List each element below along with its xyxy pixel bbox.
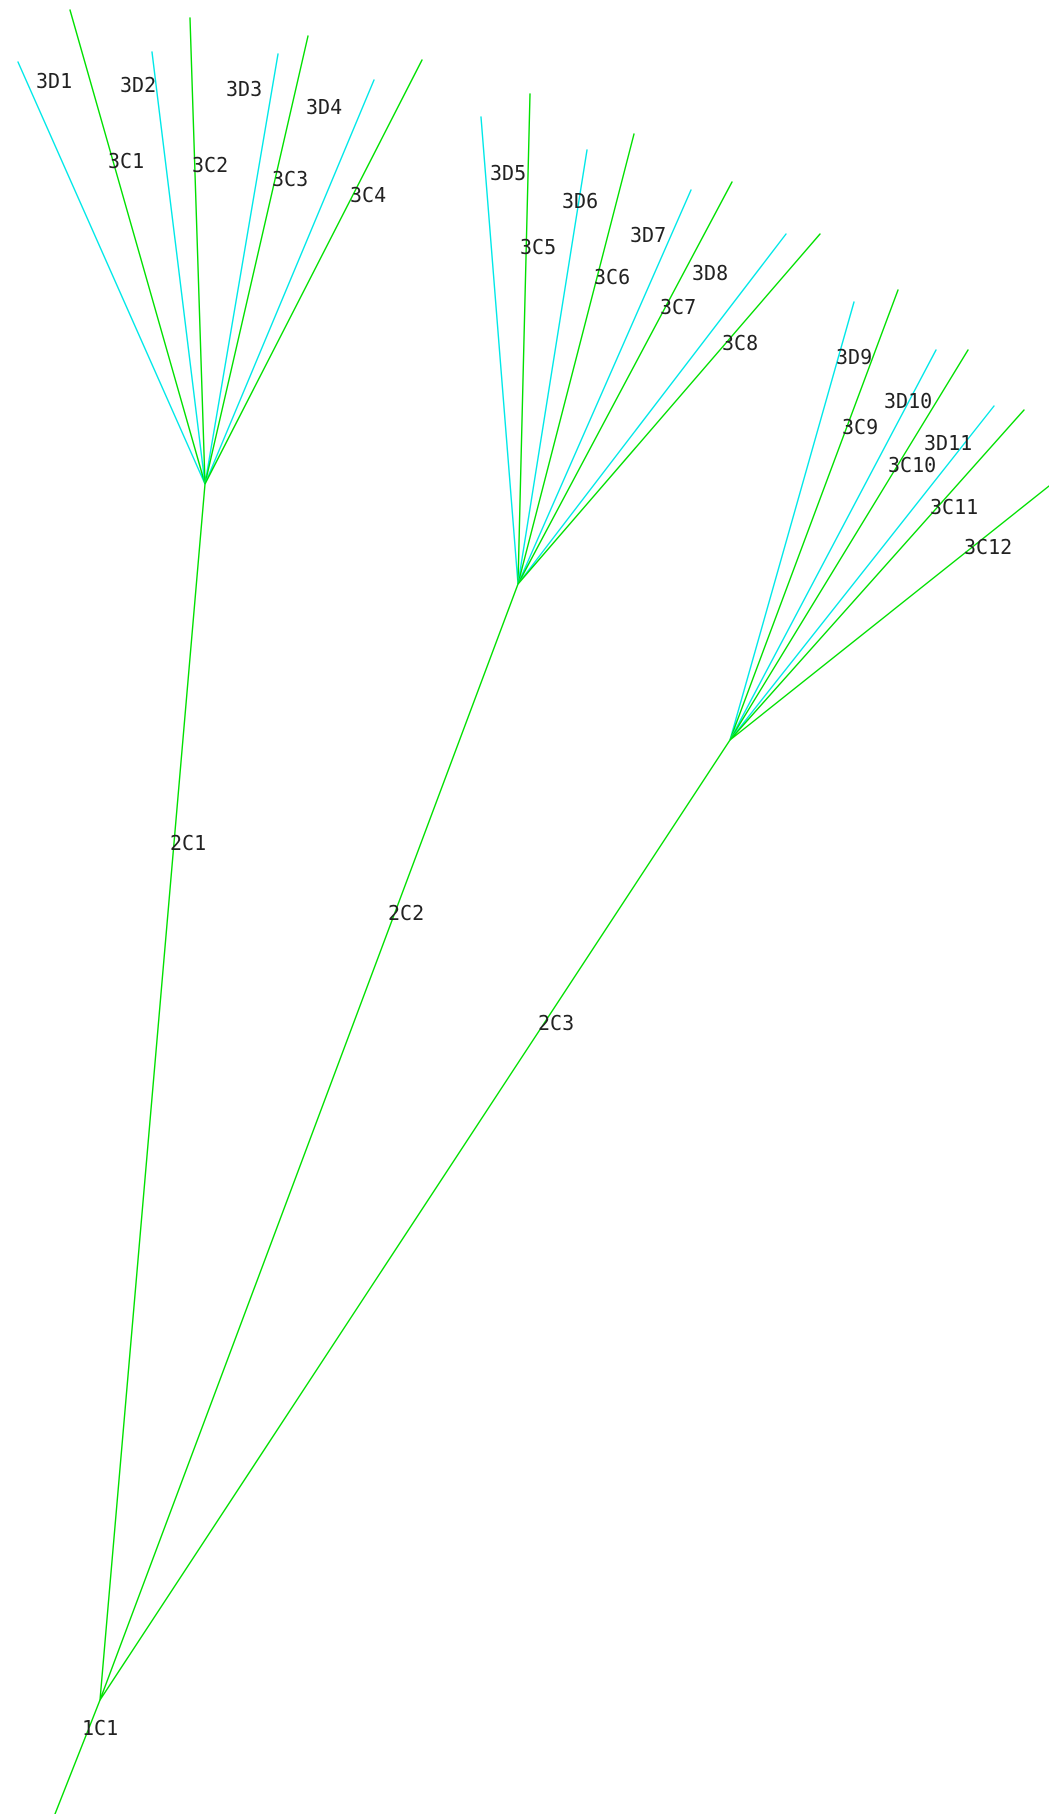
segment-2c1 bbox=[99, 483, 206, 1701]
label-3c6: 3C6 bbox=[594, 265, 630, 289]
label-3d2: 3D2 bbox=[120, 73, 156, 97]
label-3d4: 3D4 bbox=[306, 95, 342, 119]
label-3d11: 3D11 bbox=[924, 431, 972, 455]
label-3c8: 3C8 bbox=[722, 331, 758, 355]
label-3c12: 3C12 bbox=[964, 535, 1012, 559]
label-3c2: 3C2 bbox=[192, 153, 228, 177]
segment-3d1 bbox=[17, 61, 206, 485]
label-2c3: 2C3 bbox=[538, 1011, 574, 1035]
segment-3c5 bbox=[517, 93, 531, 585]
segment-3d7 bbox=[517, 189, 692, 585]
segment-2c3 bbox=[99, 739, 731, 1701]
label-3c1: 3C1 bbox=[108, 149, 144, 173]
segment-3d3 bbox=[204, 53, 279, 485]
label-3d8: 3D8 bbox=[692, 261, 728, 285]
segment-3c4 bbox=[204, 59, 423, 485]
label-3d5: 3D5 bbox=[490, 161, 526, 185]
segment-3c2 bbox=[189, 17, 206, 485]
label-3d3: 3D3 bbox=[226, 77, 262, 101]
label-3c10: 3C10 bbox=[888, 453, 936, 477]
segment-3d4 bbox=[204, 79, 375, 485]
segment-3d9 bbox=[729, 301, 855, 741]
segment-3d2 bbox=[151, 51, 206, 485]
segment-3c10 bbox=[729, 349, 969, 741]
label-3c11: 3C11 bbox=[930, 495, 978, 519]
label-1c1: 1C1 bbox=[82, 1716, 118, 1740]
segment-3d6 bbox=[517, 149, 588, 585]
label-3d9: 3D9 bbox=[836, 345, 872, 369]
segment-3c8 bbox=[517, 233, 821, 585]
label-3c3: 3C3 bbox=[272, 167, 308, 191]
segment-3c7 bbox=[517, 181, 733, 585]
label-3c7: 3C7 bbox=[660, 295, 696, 319]
label-3d10: 3D10 bbox=[884, 389, 932, 413]
segment-3c3 bbox=[204, 35, 309, 485]
label-3d7: 3D7 bbox=[630, 223, 666, 247]
segment-2c2 bbox=[99, 583, 519, 1701]
segment-3c11 bbox=[729, 409, 1025, 741]
label-3d6: 3D6 bbox=[562, 189, 598, 213]
segment-3c12 bbox=[729, 485, 1049, 741]
segment-3d10 bbox=[729, 349, 937, 741]
label-3c4: 3C4 bbox=[350, 183, 386, 207]
label-2c1: 2C1 bbox=[170, 831, 206, 855]
label-3d1: 3D1 bbox=[36, 69, 72, 93]
label-3c5: 3C5 bbox=[520, 235, 556, 259]
segment-3c1 bbox=[69, 9, 206, 485]
segment-3d11 bbox=[729, 405, 995, 741]
label-2c2: 2C2 bbox=[388, 901, 424, 925]
segment-3c9 bbox=[729, 289, 899, 741]
segment-3d8 bbox=[517, 233, 787, 585]
segment-1c1 bbox=[54, 1699, 101, 1814]
label-3c9: 3C9 bbox=[842, 415, 878, 439]
segment-3c6 bbox=[517, 133, 635, 585]
segment-3d5 bbox=[480, 116, 519, 585]
